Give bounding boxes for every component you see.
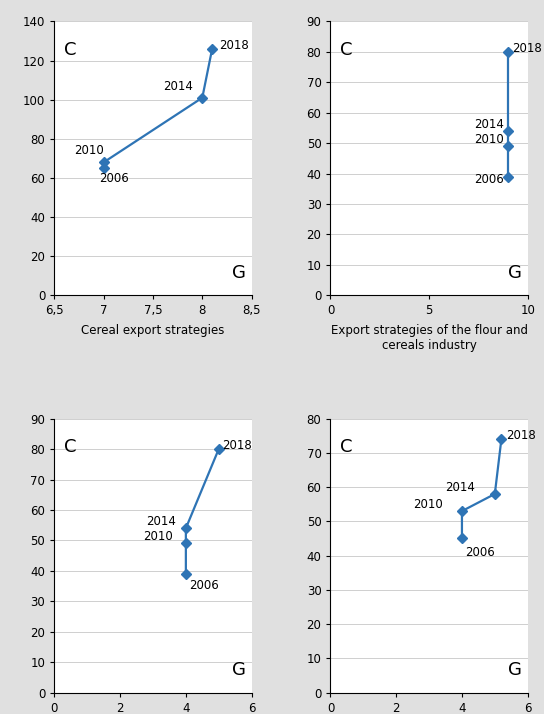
Text: G: G: [232, 263, 246, 281]
Text: C: C: [64, 438, 77, 456]
Text: 2014: 2014: [163, 80, 193, 93]
Text: 2010: 2010: [413, 498, 442, 511]
Text: G: G: [508, 263, 522, 281]
Text: C: C: [341, 438, 353, 456]
Text: C: C: [341, 41, 353, 59]
Text: 2018: 2018: [219, 39, 249, 52]
Text: 2014: 2014: [146, 516, 176, 528]
Text: 2006: 2006: [465, 545, 495, 558]
Text: 2006: 2006: [99, 172, 128, 185]
Text: 2010: 2010: [474, 134, 504, 146]
Text: 2018: 2018: [512, 42, 542, 55]
Text: 2006: 2006: [189, 579, 219, 592]
X-axis label: Export strategies of the flour and
cereals industry: Export strategies of the flour and cerea…: [331, 324, 528, 352]
X-axis label: Cereal export strategies: Cereal export strategies: [81, 324, 225, 337]
Text: 2018: 2018: [506, 429, 536, 442]
Text: 2010: 2010: [74, 144, 104, 158]
Text: G: G: [232, 661, 246, 679]
Text: 2014: 2014: [446, 481, 475, 493]
Text: 2014: 2014: [474, 118, 504, 131]
Text: 2018: 2018: [222, 439, 252, 452]
Text: C: C: [64, 41, 77, 59]
Text: G: G: [508, 661, 522, 679]
Text: 2006: 2006: [474, 173, 504, 186]
Text: 2010: 2010: [143, 531, 173, 543]
